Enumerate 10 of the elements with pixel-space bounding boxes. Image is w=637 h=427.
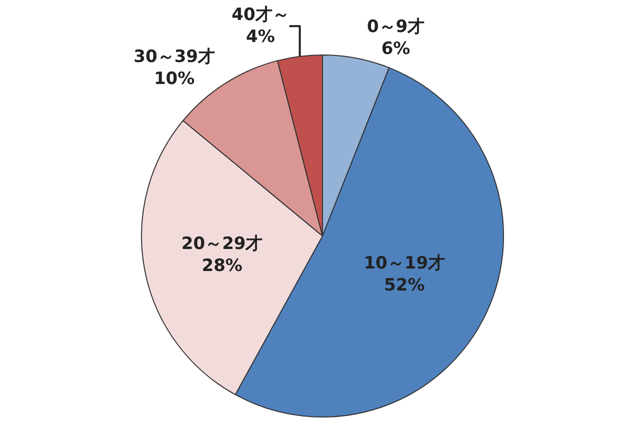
slice-label: 0～9才	[366, 16, 425, 37]
slice-label: 40才～	[232, 5, 290, 26]
data-label: 52%	[384, 276, 425, 296]
data-label: 6%	[381, 38, 410, 59]
slice-label: 30～39才	[134, 47, 215, 68]
data-label: 4%	[246, 27, 275, 48]
slice-label: 20～29才	[181, 234, 263, 254]
slice-label: 10～19才	[364, 253, 446, 274]
data-label: 28%	[202, 256, 242, 276]
data-label: 10%	[154, 69, 195, 90]
